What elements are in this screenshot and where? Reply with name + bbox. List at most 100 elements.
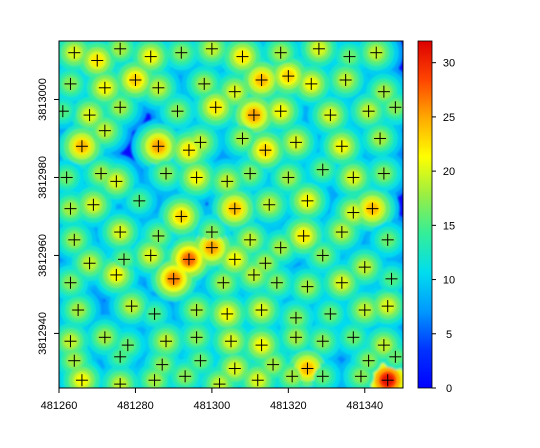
tree-top-marker [98, 331, 111, 344]
tree-top-marker [114, 42, 127, 55]
canopy-height-surface [59, 41, 403, 388]
tree-top-marker [255, 304, 268, 317]
tree-top-marker [358, 261, 371, 274]
tree-top-marker [381, 300, 394, 313]
tree-top-marker [129, 73, 142, 86]
tree-top-marker [221, 175, 234, 188]
colorbar: 0 5 10 15 20 25 30 [417, 40, 455, 395]
tree-top-marker [98, 124, 111, 137]
tree-top-marker [114, 226, 127, 239]
tree-top-marker [274, 46, 287, 59]
tree-top-marker [381, 374, 394, 387]
tree-top-marker [121, 339, 134, 352]
tree-top-marker [64, 202, 77, 215]
tree-top-marker [148, 307, 161, 320]
tree-top-marker [316, 335, 329, 348]
x-tick-label: 481280 [117, 400, 154, 412]
tree-top-marker [179, 370, 192, 383]
tree-top-marker [217, 276, 230, 289]
tree-top-marker [156, 358, 169, 371]
tree-top-marker [301, 280, 314, 293]
tree-top-marker [72, 304, 85, 317]
y-tick-label: 3812980 [37, 156, 49, 199]
tree-top-marker [255, 73, 268, 86]
tree-top-marker [259, 257, 272, 270]
colorbar-frame [417, 40, 433, 389]
tree-top-marker [209, 101, 222, 114]
tree-top-marker [286, 370, 299, 383]
tree-top-marker [64, 77, 77, 90]
tree-top-marker [133, 194, 146, 207]
tree-top-marker [205, 226, 218, 239]
tree-top-marker [114, 101, 127, 114]
tree-top-marker [389, 101, 402, 114]
tree-top-marker [68, 233, 81, 246]
tree-top-marker [297, 229, 310, 242]
tree-top-marker [316, 370, 329, 383]
tree-top-marker [194, 136, 207, 149]
tree-top-marker [324, 109, 337, 122]
tree-top-marker [270, 276, 283, 289]
tree-top-marker [377, 167, 390, 180]
colorbar-tick-label: 20 [443, 166, 455, 178]
tree-top-marker [274, 105, 287, 118]
x-tick-label: 481320 [270, 400, 307, 412]
tree-top-marker [59, 105, 69, 118]
colorbar-tick-label: 30 [443, 58, 455, 70]
x-axis: 481260 481280 481300 481320 481340 [41, 387, 403, 412]
tree-top-marker [144, 50, 157, 63]
tree-top-marker [198, 77, 211, 90]
tree-top-marker [152, 81, 165, 94]
tree-top-marker [75, 140, 88, 153]
tree-top-marker [244, 167, 257, 180]
tree-top-marker [282, 70, 295, 83]
tree-top-marker [347, 331, 360, 344]
tree-top-marker [339, 73, 352, 86]
tree-top-marker [366, 202, 379, 215]
tree-top-marker [377, 85, 390, 98]
tree-top-marker [190, 304, 203, 317]
tree-top-marker [354, 370, 367, 383]
tree-top-marker [274, 241, 287, 254]
x-tick-label: 481260 [41, 400, 78, 412]
tree-top-marker [228, 362, 241, 375]
tree-top-marker [175, 46, 188, 59]
tree-top-marker [225, 335, 237, 348]
tree-top-marker [91, 54, 104, 67]
tree-top-marker [152, 229, 165, 242]
tree-top-markers [59, 42, 402, 388]
tree-top-marker [289, 136, 302, 149]
tree-top-marker [282, 171, 295, 184]
tree-top-marker [64, 276, 77, 289]
tree-top-marker [358, 304, 371, 317]
colorbar-tick-label: 0 [446, 383, 452, 395]
tree-top-marker [255, 339, 268, 352]
colorbar-tick-label: 10 [443, 275, 455, 287]
tree-top-marker [144, 249, 157, 262]
tree-top-marker [125, 300, 138, 313]
colorbar-scale [418, 41, 432, 388]
tree-top-marker [244, 233, 257, 246]
tree-top-marker [160, 335, 173, 348]
tree-top-marker [228, 85, 241, 98]
tree-top-marker [236, 50, 249, 63]
tree-top-marker [347, 206, 360, 219]
tree-top-marker [114, 350, 127, 363]
colorbar-tick-label: 25 [443, 112, 455, 124]
tree-top-marker [289, 331, 302, 344]
tree-top-marker [370, 46, 383, 59]
tree-top-marker [385, 272, 398, 285]
tree-top-marker [347, 171, 360, 184]
y-tick-label: 3813000 [37, 78, 49, 121]
tree-top-marker [221, 307, 234, 320]
tree-top-marker [148, 374, 161, 387]
tree-top-marker [110, 175, 123, 188]
tree-top-marker [228, 202, 241, 215]
plot-area [58, 40, 404, 389]
tree-top-marker [362, 105, 375, 118]
tree-top-marker [167, 272, 180, 285]
tree-top-marker [87, 198, 100, 211]
tree-top-marker [247, 109, 260, 122]
tree-top-marker [213, 378, 226, 388]
